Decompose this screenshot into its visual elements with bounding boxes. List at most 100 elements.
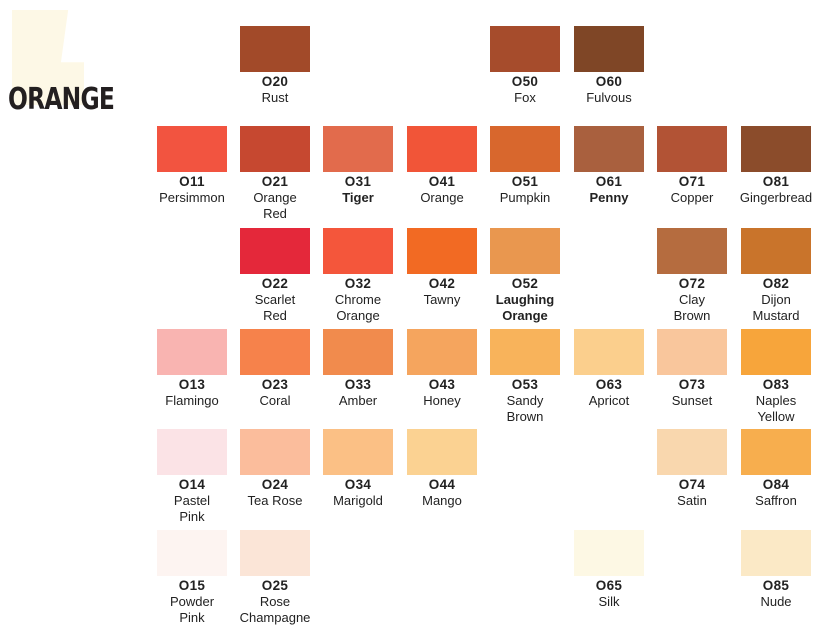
color-label: O63 Apricot bbox=[564, 377, 654, 409]
color-name: Sandy Brown bbox=[506, 393, 544, 424]
color-label: O85 Nude bbox=[731, 578, 820, 610]
color-code: O81 bbox=[762, 174, 790, 189]
color-code: O42 bbox=[428, 276, 456, 291]
color-name: Pumpkin bbox=[499, 190, 551, 205]
color-label: O22 Scarlet Red bbox=[230, 276, 320, 324]
color-swatch-o41 bbox=[407, 126, 477, 172]
color-swatch-o32 bbox=[323, 228, 393, 274]
color-code: O61 bbox=[595, 174, 623, 189]
color-swatch-o23 bbox=[240, 329, 310, 375]
color-code: O13 bbox=[178, 377, 206, 392]
color-swatch-o53 bbox=[490, 329, 560, 375]
color-code: O25 bbox=[261, 578, 289, 593]
color-swatch-o34 bbox=[323, 429, 393, 475]
color-label: O83 Naples Yellow bbox=[731, 377, 820, 425]
color-swatch-o33 bbox=[323, 329, 393, 375]
color-code: O63 bbox=[595, 377, 623, 392]
color-swatch-o51 bbox=[490, 126, 560, 172]
color-label: O11 Persimmon bbox=[147, 174, 237, 206]
color-code: O53 bbox=[511, 377, 539, 392]
color-swatch-o24 bbox=[240, 429, 310, 475]
color-name: Orange bbox=[420, 190, 464, 205]
color-swatch-o50 bbox=[490, 26, 560, 72]
color-code: O83 bbox=[762, 377, 790, 392]
color-label: O43 Honey bbox=[397, 377, 487, 409]
color-label: O24 Tea Rose bbox=[230, 477, 320, 509]
color-label: O32 Chrome Orange bbox=[313, 276, 403, 324]
color-name: Honey bbox=[423, 393, 461, 408]
color-name: Naples Yellow bbox=[755, 393, 797, 424]
color-name: Persimmon bbox=[159, 190, 225, 205]
color-code: O24 bbox=[261, 477, 289, 492]
color-swatch-o21 bbox=[240, 126, 310, 172]
color-swatch-o85 bbox=[741, 530, 811, 576]
color-label: O13 Flamingo bbox=[147, 377, 237, 409]
color-swatch-o15 bbox=[157, 530, 227, 576]
color-name: Coral bbox=[259, 393, 291, 408]
color-code: O44 bbox=[428, 477, 456, 492]
color-label: O74 Satin bbox=[647, 477, 737, 509]
color-name: Fox bbox=[514, 90, 536, 105]
color-name: Pastel Pink bbox=[173, 493, 211, 524]
color-name: Mango bbox=[422, 493, 462, 508]
color-name: Laughing Orange bbox=[495, 292, 555, 323]
color-code: O31 bbox=[344, 174, 372, 189]
color-label: O60 Fulvous bbox=[564, 74, 654, 106]
color-swatch-o82 bbox=[741, 228, 811, 274]
color-label: O44 Mango bbox=[397, 477, 487, 509]
color-label: O61 Penny bbox=[564, 174, 654, 206]
color-label: O42 Tawny bbox=[397, 276, 487, 308]
color-label: O31 Tiger bbox=[313, 174, 403, 206]
color-name: Tiger bbox=[342, 190, 374, 205]
color-code: O82 bbox=[762, 276, 790, 291]
color-code: O11 bbox=[179, 174, 205, 189]
color-name: Powder Pink bbox=[169, 594, 215, 625]
color-name: Penny bbox=[589, 190, 629, 205]
color-code: O51 bbox=[511, 174, 539, 189]
color-swatch-o73 bbox=[657, 329, 727, 375]
color-name: Rust bbox=[261, 90, 289, 105]
color-label: O65 Silk bbox=[564, 578, 654, 610]
color-label: O82 Dijon Mustard bbox=[731, 276, 820, 324]
color-code: O21 bbox=[261, 174, 289, 189]
color-name: Chrome Orange bbox=[334, 292, 382, 323]
color-name: Amber bbox=[338, 393, 378, 408]
color-label: O34 Marigold bbox=[313, 477, 403, 509]
color-swatch-o13 bbox=[157, 329, 227, 375]
color-name: Satin bbox=[677, 493, 707, 508]
color-name: Tawny bbox=[423, 292, 461, 307]
color-swatch-o43 bbox=[407, 329, 477, 375]
color-swatch-o74 bbox=[657, 429, 727, 475]
color-swatch-o52 bbox=[490, 228, 560, 274]
page-title: ORANGE bbox=[8, 82, 115, 117]
title-block: ORANGE bbox=[8, 10, 118, 120]
color-label: O52 Laughing Orange bbox=[480, 276, 570, 324]
color-swatch-o71 bbox=[657, 126, 727, 172]
color-name: Orange Red bbox=[253, 190, 297, 221]
color-code: O85 bbox=[762, 578, 790, 593]
color-label: O21 Orange Red bbox=[230, 174, 320, 222]
color-label: O72 Clay Brown bbox=[647, 276, 737, 324]
color-name: Gingerbread bbox=[739, 190, 813, 205]
color-code: O20 bbox=[261, 74, 289, 89]
color-label: O71 Copper bbox=[647, 174, 737, 206]
color-label: O73 Sunset bbox=[647, 377, 737, 409]
color-code: O73 bbox=[678, 377, 706, 392]
color-code: O43 bbox=[428, 377, 456, 392]
color-name: Saffron bbox=[755, 493, 797, 508]
color-swatch-o60 bbox=[574, 26, 644, 72]
color-swatch-o31 bbox=[323, 126, 393, 172]
color-name: Nude bbox=[760, 594, 792, 609]
color-label: O50 Fox bbox=[480, 74, 570, 106]
color-name: Scarlet Red bbox=[254, 292, 296, 323]
color-label: O14 Pastel Pink bbox=[147, 477, 237, 525]
color-name: Copper bbox=[670, 190, 714, 205]
color-code: O32 bbox=[344, 276, 372, 291]
color-code: O84 bbox=[762, 477, 790, 492]
color-swatch-o63 bbox=[574, 329, 644, 375]
color-code: O34 bbox=[344, 477, 372, 492]
color-code: O14 bbox=[178, 477, 206, 492]
color-label: O25 Rose Champagne bbox=[230, 578, 320, 626]
color-swatch-o14 bbox=[157, 429, 227, 475]
color-name: Clay Brown bbox=[673, 292, 711, 323]
